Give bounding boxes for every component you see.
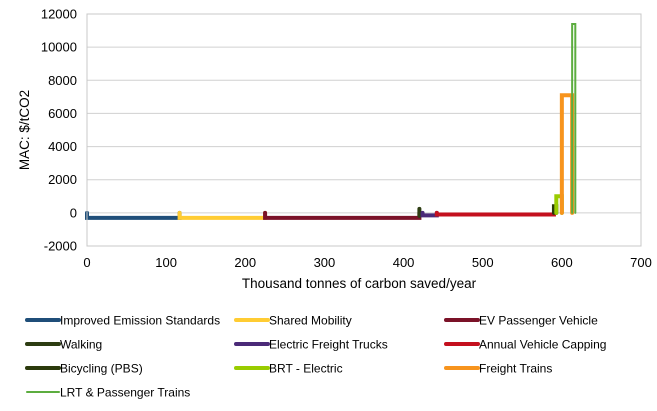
y-tick-label: 6000 bbox=[48, 106, 77, 121]
series-mark bbox=[263, 210, 422, 220]
legend-label: Improved Emission Standards bbox=[60, 314, 220, 328]
y-tick-label: 8000 bbox=[48, 73, 77, 88]
series-mark bbox=[571, 22, 577, 214]
series-mark bbox=[434, 210, 556, 217]
y-axis-title: MAC: $/tCO2 bbox=[17, 90, 32, 170]
legend-label: Bicycling (PBS) bbox=[60, 362, 143, 376]
legend-label: Walking bbox=[60, 338, 102, 352]
x-tick-label: 700 bbox=[630, 255, 652, 270]
series-mark bbox=[559, 93, 575, 215]
x-tick-label: 100 bbox=[155, 255, 177, 270]
series-layer bbox=[85, 22, 577, 220]
legend-label: Freight Trains bbox=[479, 362, 552, 376]
y-tick-label: 2000 bbox=[48, 172, 77, 187]
y-tick-label: -2000 bbox=[44, 239, 77, 254]
axes bbox=[86, 13, 642, 247]
legend: Improved Emission Standards Shared Mobili… bbox=[25, 314, 606, 400]
plot-frame bbox=[86, 13, 642, 247]
x-tick-label: 600 bbox=[551, 255, 573, 270]
legend-label: Electric Freight Trucks bbox=[269, 338, 388, 352]
y-tick-label: 4000 bbox=[48, 139, 77, 154]
x-tick-label: 300 bbox=[314, 255, 336, 270]
legend-label: Annual Vehicle Capping bbox=[479, 338, 606, 352]
x-tick-label: 200 bbox=[234, 255, 256, 270]
legend-label: EV Passenger Vehicle bbox=[479, 314, 598, 328]
x-tick-labels: 0 100 200 300 400 500 600 700 bbox=[83, 255, 651, 270]
y-tick-labels: -2000 0 2000 4000 6000 8000 10000 12000 bbox=[41, 7, 77, 254]
y-tick-label: 10000 bbox=[41, 40, 77, 55]
x-tick-label: 400 bbox=[393, 255, 415, 270]
y-tick-label: 0 bbox=[70, 205, 77, 220]
y-tick-label: 12000 bbox=[41, 7, 77, 22]
legend-label: LRT & Passenger Trains bbox=[60, 386, 190, 400]
x-tick-label: 0 bbox=[83, 255, 90, 270]
series-mark bbox=[177, 210, 268, 220]
series-mark bbox=[85, 210, 182, 220]
x-axis-title: Thousand tonnes of carbon saved/year bbox=[242, 276, 477, 291]
legend-label: BRT - Electric bbox=[269, 362, 343, 376]
legend-label: Shared Mobility bbox=[269, 314, 352, 328]
x-tick-label: 500 bbox=[472, 255, 494, 270]
